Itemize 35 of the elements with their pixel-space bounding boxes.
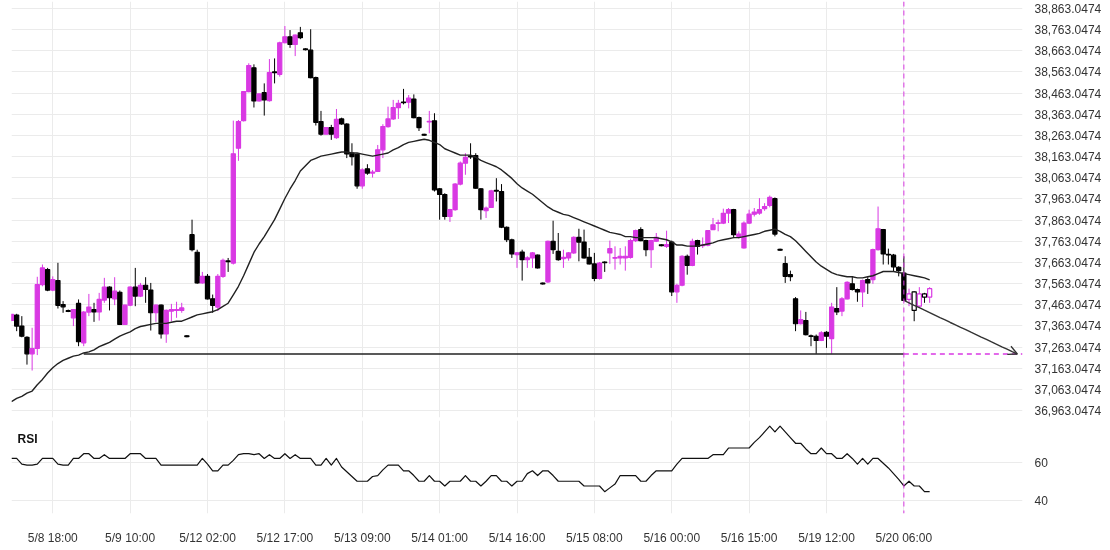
y-tick-label: 38,863.0474 (1034, 1, 1102, 16)
y-tick-label: 37,763.0474 (1034, 234, 1102, 249)
y-tick-label: 37,663.0474 (1034, 255, 1102, 270)
y-tick-label: 38,363.0474 (1034, 107, 1102, 122)
x-tick-label: 5/9 10:00 (105, 530, 156, 545)
y-tick-label: 38,063.0474 (1034, 171, 1102, 186)
y-tick-label: 38,563.0474 (1034, 65, 1102, 80)
y-tick-label: 38,163.0474 (1034, 150, 1102, 165)
x-tick-label: 5/16 15:00 (720, 530, 778, 545)
x-tick-label: 5/15 08:00 (566, 530, 624, 545)
y-tick-label: 37,963.0474 (1034, 192, 1102, 207)
x-tick-label: 5/8 18:00 (27, 530, 79, 545)
y-tick-label: 38,763.0474 (1034, 23, 1102, 38)
x-tick-label: 5/14 16:00 (488, 530, 546, 545)
x-tick-label: 5/16 00:00 (643, 530, 701, 545)
y-tick-label: 37,363.0474 (1034, 319, 1102, 334)
y-tick-label: 38,263.0474 (1034, 128, 1102, 143)
y-tick-label: 37,863.0474 (1034, 213, 1102, 228)
x-tick-label: 5/20 06:00 (875, 530, 933, 545)
y-tick-label: 60 (1034, 455, 1049, 470)
y-tick-label: 37,063.0474 (1034, 382, 1102, 397)
y-tick-label: 36,963.0474 (1034, 404, 1102, 419)
x-tick-label: 5/13 09:00 (333, 530, 391, 545)
y-tick-label: 40 (1034, 493, 1049, 508)
text: RSI (17, 431, 38, 446)
y-tick-label: 37,463.0474 (1034, 298, 1102, 313)
y-tick-label: 37,563.0474 (1034, 277, 1102, 292)
y-tick-label: 38,663.0474 (1034, 44, 1102, 59)
x-tick-label: 5/14 01:00 (411, 530, 469, 545)
x-tick-label: 5/19 12:00 (798, 530, 856, 545)
y-tick-label: 37,263.0474 (1034, 340, 1102, 355)
x-tick-label: 5/12 17:00 (256, 530, 314, 545)
y-tick-label: 37,163.0474 (1034, 361, 1102, 376)
y-tick-label: 38,463.0474 (1034, 86, 1102, 101)
x-tick-label: 5/12 02:00 (179, 530, 237, 545)
